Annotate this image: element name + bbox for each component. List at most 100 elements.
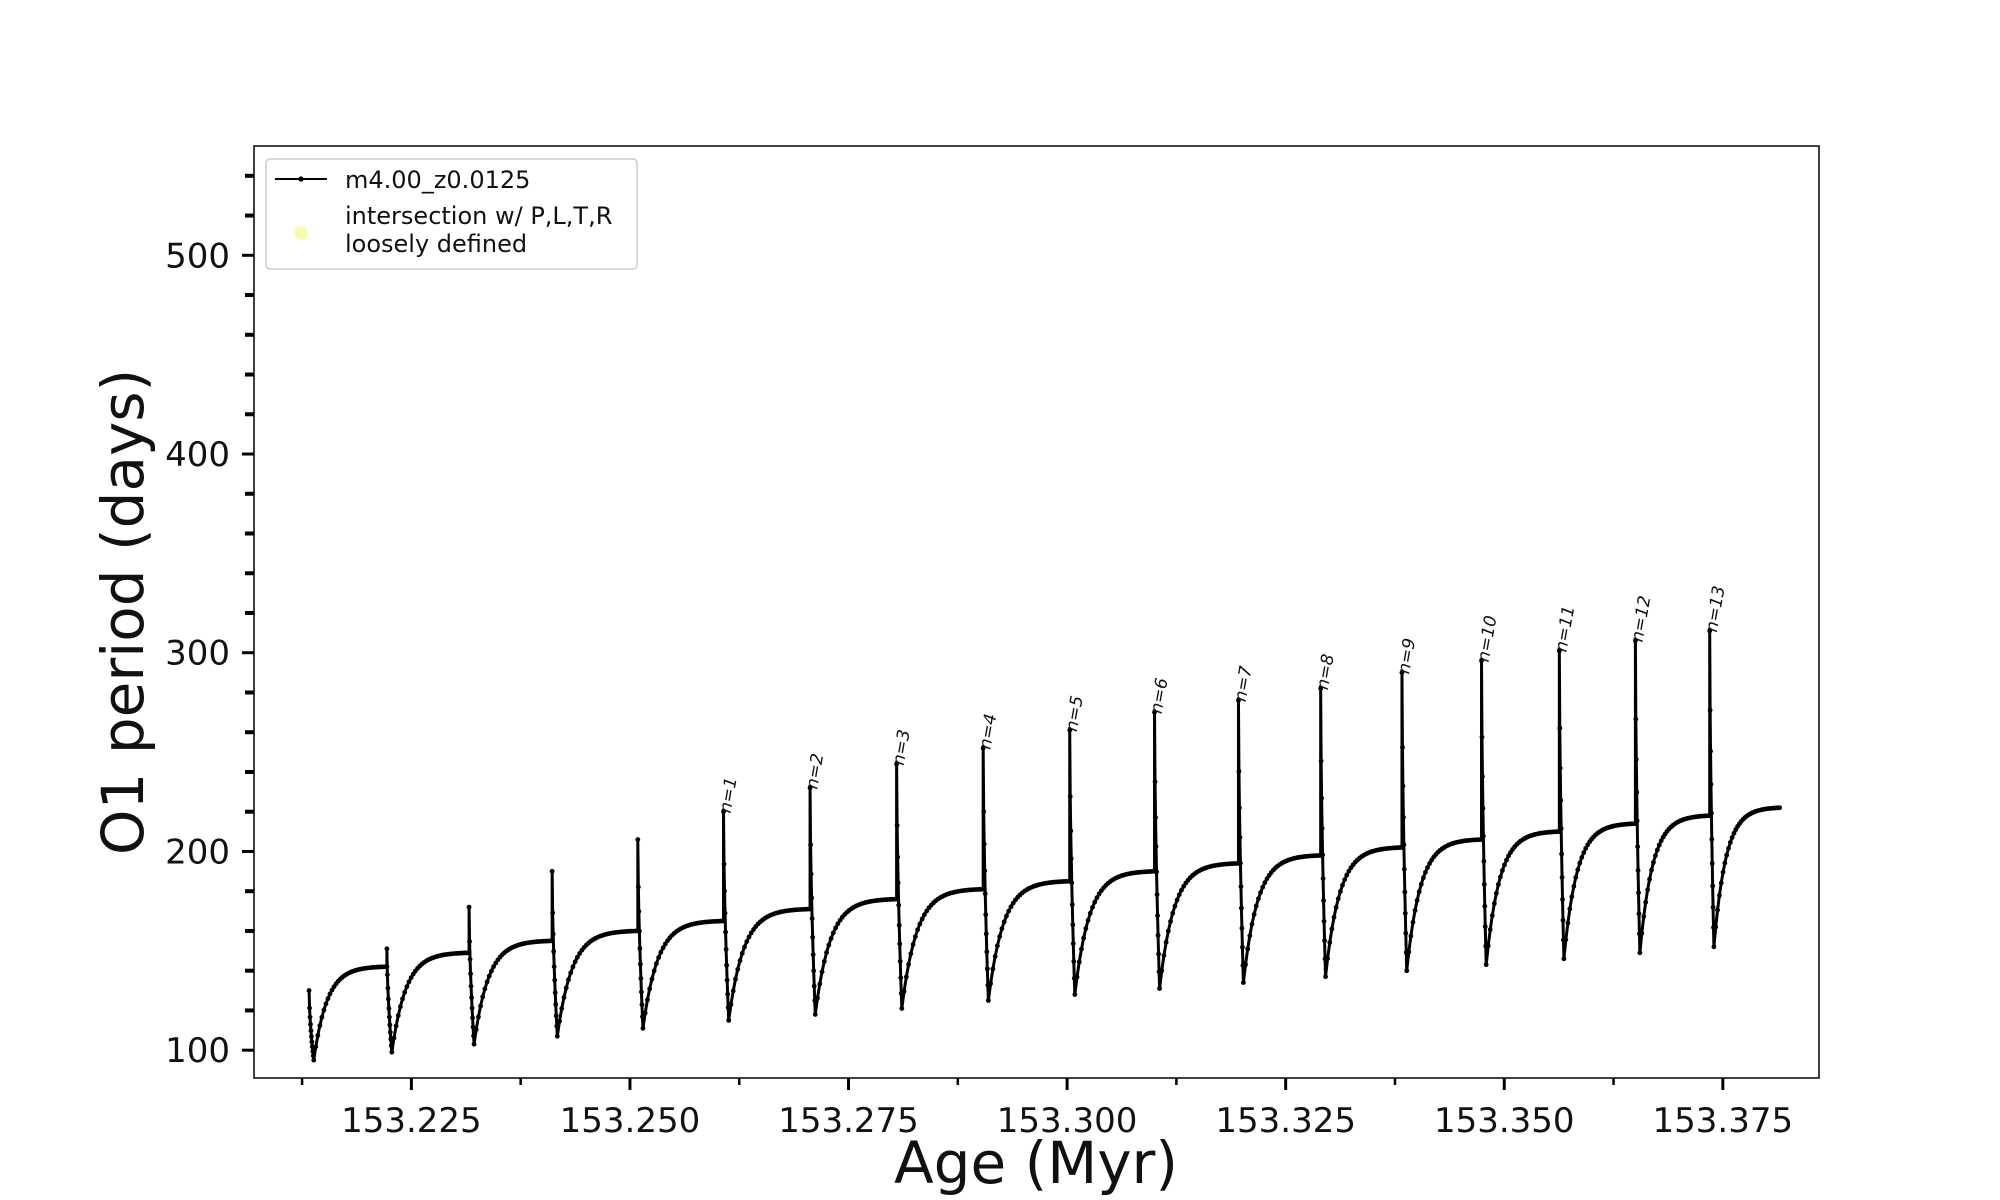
series-point [1087,910,1093,916]
series-point [821,959,827,964]
series-point [1495,882,1501,887]
series-point [640,1025,646,1031]
series-point [981,841,987,847]
series-point [1249,921,1255,927]
series-point [1344,872,1350,878]
series-point [310,1049,316,1054]
series-point [910,942,916,947]
series-point [1262,880,1268,886]
series-point [1577,860,1583,866]
series-point [1567,906,1573,912]
series-point [1710,883,1716,889]
series-point [309,1044,315,1050]
series-point [1400,783,1406,789]
series-point [1260,884,1266,890]
series-point [553,1002,559,1007]
series-point [389,1049,395,1055]
series-point [1236,698,1241,703]
series-point [1239,905,1244,911]
series-layer [306,628,1783,1063]
series-point [1571,883,1577,889]
series-point [566,977,571,983]
series-point [1174,897,1180,903]
series-point [480,994,486,1000]
series-point [826,942,832,948]
series-point [730,988,736,994]
series-point [321,1007,327,1013]
series-point [1654,847,1660,853]
series-point [1176,892,1182,898]
series-point [981,809,987,814]
series-point [980,886,986,892]
series-point [1504,857,1509,863]
series-point [1557,765,1563,771]
series-point [817,981,823,987]
series-point [1320,876,1326,882]
series-point [309,1039,315,1045]
series-point [733,976,738,982]
series-point [809,895,815,901]
series-point [469,1005,475,1011]
x-axis: 153.225 153.250 153.275 153.300 153.325 153.3… [300,1078,1793,1141]
series-point [1500,868,1505,873]
series-point [1327,940,1333,945]
series-point [1506,853,1511,859]
series-point [1321,898,1326,903]
series-point [725,1005,731,1010]
series-point [471,1033,476,1039]
series-point [723,946,729,952]
series-point [1170,910,1176,916]
x-tick-label: 153.225 [341,1101,482,1141]
series-point [1154,869,1159,875]
series-point [995,943,1000,949]
series-point [1558,826,1564,831]
series-point [638,976,644,981]
series-point [896,902,902,908]
x-tick-label: 153.275 [778,1101,919,1141]
series-point [1726,845,1731,851]
legend-frame [265,158,638,270]
series-point [1716,893,1722,898]
series-point [1068,856,1074,861]
series-point [1649,867,1654,873]
series-point [807,906,813,912]
series-point [1569,894,1575,900]
series-point [1708,810,1714,816]
series-point [1639,930,1645,936]
series-point [1403,930,1409,936]
series-point [1067,794,1073,800]
series-point [307,1005,312,1011]
series-point [471,1041,477,1047]
series-point [899,1006,905,1011]
series-point [737,958,743,964]
series-point [637,961,643,967]
series-point [1329,926,1335,932]
series-point [1004,913,1009,919]
series-point [473,1027,479,1032]
series-point [1635,844,1641,850]
series-point [402,989,408,995]
series-point [723,929,728,935]
series-point [1709,836,1715,842]
series-point [561,994,567,1000]
series-point [1346,868,1352,874]
series-point [982,891,988,897]
series-point [313,1044,319,1050]
series-point [393,1023,399,1029]
series-point [400,996,405,1002]
series-point [636,928,642,934]
series-point [309,1034,314,1039]
series-point [1168,919,1173,924]
series-point [1083,926,1089,931]
y-tick-label: 500 [165,236,230,276]
series-point [808,842,813,848]
legend: m4.00_z0.0125 intersection w/ P,L,T,R lo… [265,158,638,270]
series-point [317,1023,323,1029]
series-point [468,971,473,977]
series-point [1480,774,1485,779]
series-point [1153,844,1159,849]
y-tick-label: 400 [165,435,230,475]
series-point [815,995,820,1001]
series-point [983,912,989,918]
